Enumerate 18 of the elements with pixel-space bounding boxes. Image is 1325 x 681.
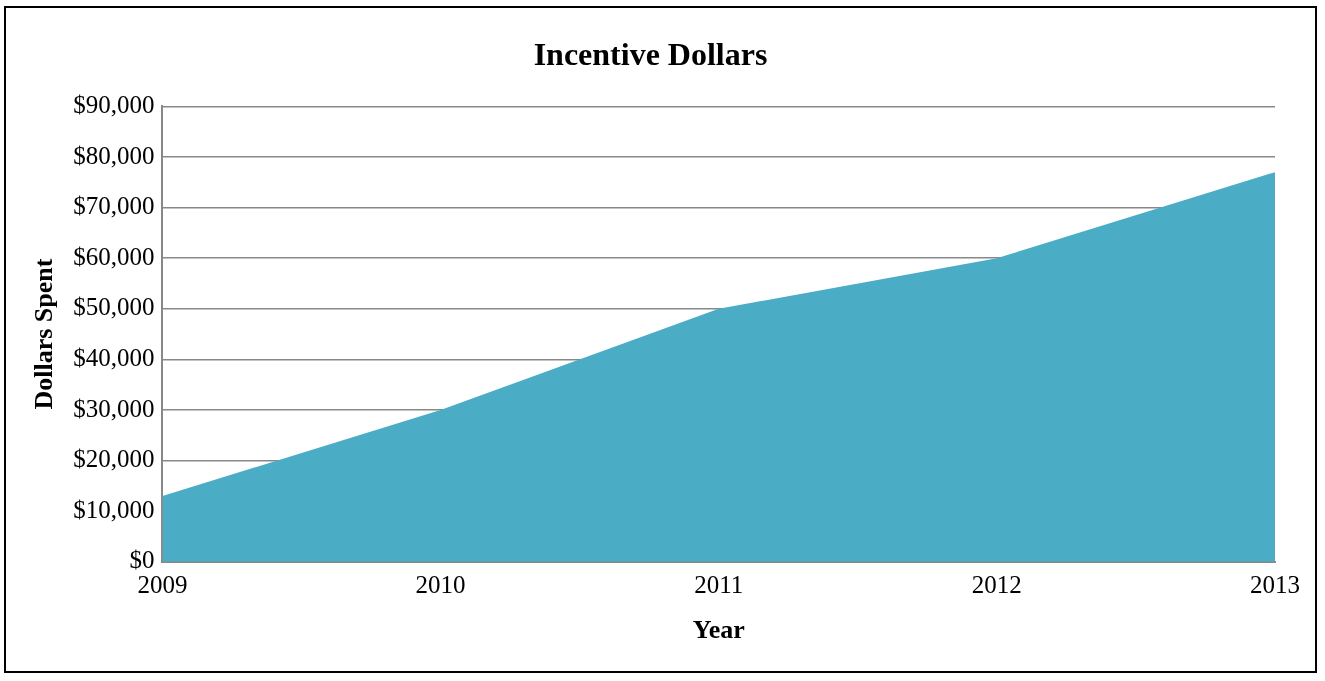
x-axis-title: Year xyxy=(692,615,745,645)
y-tick-label: $30,000 xyxy=(73,394,155,422)
y-tick-label: $50,000 xyxy=(73,293,155,321)
x-tick-label: 2010 xyxy=(415,571,466,599)
y-tick-label: $90,000 xyxy=(73,90,155,118)
chart-title: Incentive Dollars xyxy=(533,36,768,73)
y-tick-label: $40,000 xyxy=(73,343,155,371)
y-axis-title: Dollars Spent xyxy=(29,258,59,410)
y-tick-label: $10,000 xyxy=(73,495,155,523)
y-tick-label: $60,000 xyxy=(73,242,155,270)
y-tick-label: $0 xyxy=(129,546,155,574)
x-tick-label: 2011 xyxy=(694,571,744,599)
y-tick-label: $80,000 xyxy=(73,141,155,169)
y-tick-label: $20,000 xyxy=(73,445,155,473)
x-tick-label: 2009 xyxy=(137,571,188,599)
x-tick-label: 2012 xyxy=(971,571,1022,599)
y-tick-label: $70,000 xyxy=(73,192,155,220)
x-tick-label: 2013 xyxy=(1250,571,1300,599)
